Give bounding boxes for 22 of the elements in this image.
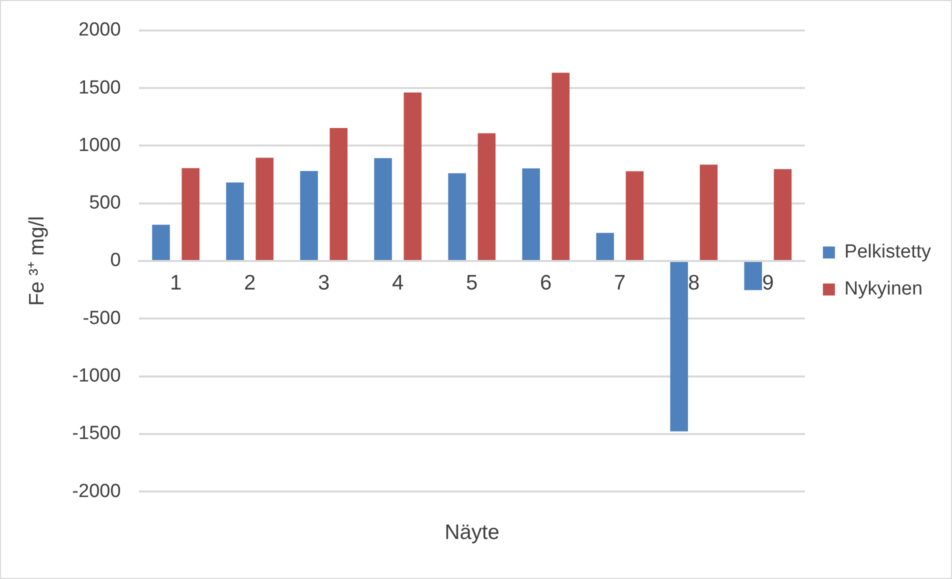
y-tick-label: -1500 [72, 423, 121, 444]
y-tick-label: -1000 [72, 366, 121, 387]
y-tick-label: -2000 [72, 480, 121, 502]
x-tick-label: 8 [688, 271, 700, 294]
y-tick-label: 1000 [78, 134, 121, 156]
y-tick-label: -500 [82, 308, 121, 329]
legend-label: Pelkistetty [844, 242, 932, 263]
x-tick-label: 9 [762, 271, 774, 294]
y-tick-label: 1500 [78, 77, 121, 98]
x-tick-label: 3 [318, 271, 330, 294]
x-tick-label: 1 [170, 271, 182, 294]
x-tick-label: 6 [540, 271, 552, 294]
x-tick-label: 4 [392, 271, 404, 294]
y-tick-label: 0 [110, 250, 121, 272]
y-axis-title: Fe ³⁺ mg/l [25, 216, 48, 306]
x-tick-label: 7 [614, 271, 626, 294]
x-tick-label: 5 [466, 271, 478, 294]
legend-label: Nykyinen [844, 278, 923, 300]
x-axis-title: Näyte [444, 521, 500, 545]
x-tick-label: 2 [244, 271, 256, 294]
y-tick-label: 2000 [78, 20, 121, 41]
y-tick-label: 500 [89, 192, 121, 214]
